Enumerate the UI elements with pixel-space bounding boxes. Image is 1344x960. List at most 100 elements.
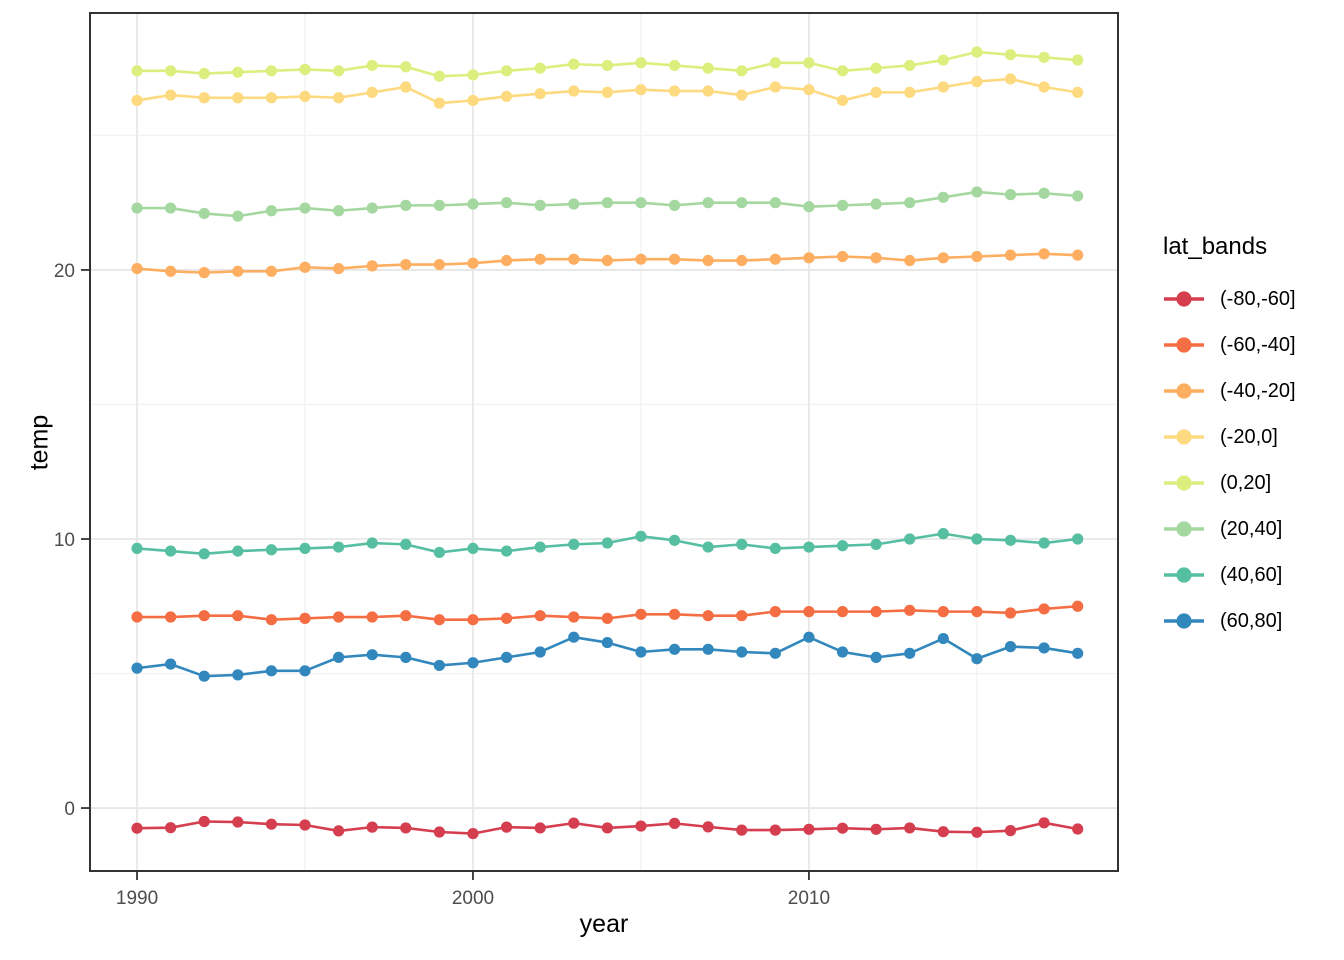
- data-point: [736, 254, 748, 267]
- data-point: [1038, 603, 1050, 615]
- data-point: [1004, 73, 1017, 85]
- data-point: [668, 608, 681, 620]
- data-point: [333, 651, 345, 663]
- data-point: [971, 186, 983, 198]
- data-point: [769, 197, 781, 209]
- data-point: [198, 670, 210, 682]
- data-point: [500, 197, 513, 209]
- data-point: [769, 57, 781, 69]
- data-point: [333, 205, 345, 217]
- data-point: [1038, 537, 1050, 549]
- data-point: [433, 258, 445, 271]
- legend-item: (-60,-40]: [1163, 322, 1296, 368]
- legend-item: (60,80]: [1163, 598, 1296, 644]
- data-point: [1004, 641, 1017, 653]
- data-point: [1038, 81, 1050, 93]
- data-point: [366, 611, 378, 623]
- legend-item-label: (-60,-40]: [1220, 333, 1296, 356]
- data-point: [366, 59, 378, 72]
- data-point: [232, 66, 244, 78]
- data-point: [904, 254, 916, 267]
- axes: 1990 2000 2010 0 10 20: [54, 261, 830, 909]
- series-1: [131, 600, 1084, 626]
- data-point: [870, 651, 882, 663]
- data-point: [467, 198, 479, 210]
- data-point: [668, 85, 681, 97]
- data-point: [870, 62, 882, 74]
- series-5: [131, 186, 1084, 222]
- data-point: [971, 76, 983, 88]
- y-tick-label: 10: [54, 530, 75, 551]
- data-point: [467, 257, 479, 269]
- data-point: [467, 542, 479, 555]
- data-point: [601, 254, 613, 267]
- data-point: [971, 46, 983, 58]
- data-point: [333, 541, 345, 553]
- data-point: [635, 253, 647, 265]
- data-point: [400, 61, 412, 73]
- data-point: [1038, 248, 1050, 260]
- data-point: [534, 541, 546, 553]
- data-point: [568, 198, 580, 210]
- data-point: [265, 65, 278, 77]
- data-point: [198, 815, 210, 828]
- data-point: [803, 252, 815, 264]
- y-axis-title: temp: [25, 414, 54, 470]
- data-point: [467, 828, 479, 840]
- data-point: [165, 202, 177, 214]
- data-point: [904, 86, 916, 98]
- legend-item-label: (0,20]: [1220, 471, 1272, 494]
- data-point: [736, 538, 748, 550]
- data-point: [803, 823, 815, 835]
- data-point: [299, 90, 311, 103]
- data-point: [232, 265, 244, 277]
- data-point: [265, 265, 278, 277]
- data-point: [198, 548, 210, 560]
- data-point: [904, 647, 916, 659]
- data-point: [736, 197, 748, 209]
- data-point: [500, 821, 513, 833]
- minor-gridlines: [90, 13, 1118, 871]
- data-point: [668, 534, 681, 546]
- data-point: [937, 826, 949, 838]
- data-point: [601, 822, 613, 834]
- legend-item: (0,20]: [1163, 460, 1296, 506]
- data-point: [265, 818, 278, 830]
- data-point: [1072, 600, 1084, 612]
- data-point: [568, 631, 580, 643]
- data-point: [601, 537, 613, 549]
- data-point: [467, 657, 479, 669]
- data-point: [232, 210, 244, 222]
- data-point: [534, 88, 546, 100]
- data-point: [366, 202, 378, 214]
- data-point: [568, 817, 580, 829]
- data-point: [1072, 86, 1084, 98]
- data-point: [265, 665, 278, 677]
- data-point: [568, 85, 580, 97]
- data-point: [1038, 642, 1050, 654]
- data-point: [333, 611, 345, 623]
- data-point: [232, 610, 244, 622]
- data-point: [500, 651, 513, 663]
- data-point: [433, 546, 445, 559]
- data-point: [803, 631, 815, 643]
- data-point: [836, 199, 849, 211]
- data-point: [433, 97, 445, 109]
- data-point: [265, 544, 278, 556]
- data-point: [1038, 817, 1050, 829]
- data-point: [433, 826, 445, 838]
- data-point: [131, 94, 143, 107]
- legend-key-icon: [1164, 337, 1204, 353]
- data-point: [736, 65, 748, 77]
- data-point: [1004, 607, 1017, 619]
- data-point: [433, 70, 445, 82]
- data-point: [971, 533, 983, 545]
- data-point: [971, 653, 983, 665]
- data-point: [131, 262, 143, 275]
- data-point: [232, 669, 244, 681]
- data-point: [131, 202, 143, 214]
- legend-item: (-20,0]: [1163, 414, 1296, 460]
- legend-key-icon: [1164, 291, 1204, 307]
- data-point: [1072, 190, 1084, 202]
